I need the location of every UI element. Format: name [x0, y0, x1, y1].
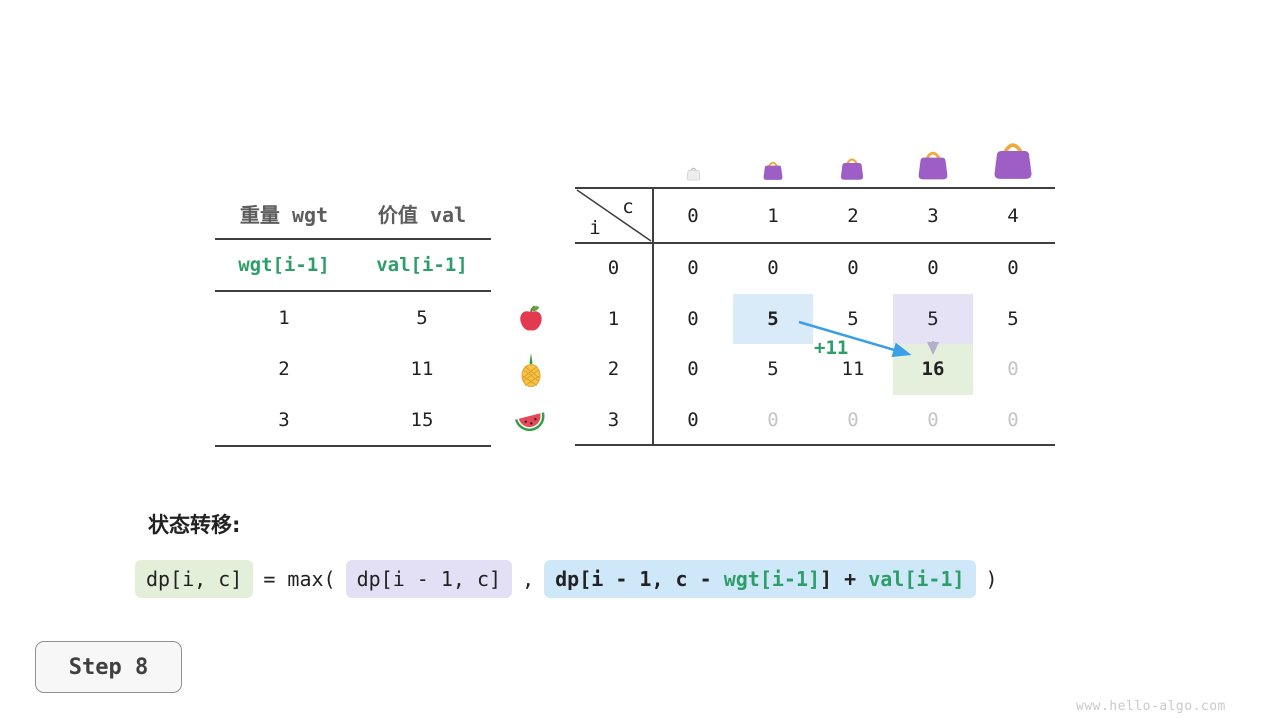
dp-table-bottom-border: [575, 444, 1055, 446]
take-term-wgt: wgt[i-1]: [723, 567, 821, 591]
corner-col-label: c: [622, 196, 634, 218]
comma-text: ,: [522, 567, 535, 591]
dp-row-headers: 0 1 2 3: [575, 243, 652, 445]
bag-capacity-2-icon: [839, 154, 865, 181]
dp-cell-1-1: 5: [733, 293, 813, 344]
dp-column-headers: 0 1 2 3 4: [653, 190, 1053, 242]
dp-cell-2-3: 16: [893, 344, 973, 395]
dp-col-header-0: 0: [687, 205, 699, 227]
bag-capacity-1-icon: [762, 158, 784, 181]
watermark: www.hello-algo.com: [1076, 699, 1226, 714]
dp-cell-0-4: 0: [1007, 257, 1019, 280]
pineapple-icon: [515, 352, 547, 388]
dp-cell-2-2: 11: [841, 358, 865, 381]
item-3-weight: 3: [278, 408, 290, 431]
dp-col-header-4: 4: [1007, 205, 1019, 227]
dp-row-header-0: 0: [607, 257, 620, 280]
item-2-weight: 2: [278, 357, 290, 380]
bag-capacity-3-icon: [916, 146, 950, 181]
take-term-val: val[i-1]: [868, 567, 965, 591]
transition-formula: dp[i, c] = max( dp[i - 1, c] , dp[i - 1,…: [135, 560, 998, 598]
dp-current-term: dp[i, c]: [135, 560, 254, 598]
item-3-value: 15: [410, 408, 434, 431]
dp-cell-1-0: 0: [687, 307, 699, 330]
dp-table-header-border: [575, 242, 1055, 244]
value-column-header: 价值 val: [377, 202, 467, 227]
watermelon-icon: [513, 406, 547, 436]
dp-table-top-border: [575, 187, 1055, 189]
dp-col-header-2: 2: [847, 205, 859, 227]
plus-value-label: +11: [814, 337, 849, 359]
dp-cell-0-2: 0: [847, 257, 859, 280]
state-transition-title: 状态转移:: [148, 513, 241, 537]
dp-table-grid: 0 0 0 0 0 0 5 5 5 5 0 5 11 16 0 0 0 0 0 …: [653, 243, 1053, 445]
item-row: 2 11: [215, 343, 491, 394]
items-table-header-row: 重量 wgt 价值 val: [215, 188, 491, 240]
dp-cell-3-4: 0: [1007, 408, 1019, 431]
bag-capacity-0-icon: [686, 165, 701, 181]
dp-row-header-3: 3: [607, 408, 620, 431]
dp-cell-1-3: 5: [893, 293, 973, 344]
step-indicator: Step 8: [35, 641, 182, 693]
bag-capacity-4-icon: [991, 136, 1035, 181]
item-row: 3 15: [215, 394, 491, 445]
dp-cell-2-0: 0: [687, 358, 699, 381]
take-term-mid: ] +: [820, 567, 869, 591]
dp-col-header-3: 3: [927, 205, 939, 227]
dp-row-header-1: 1: [607, 307, 620, 330]
dp-table-vertical-border: [652, 187, 654, 446]
wgt-formula-label: wgt[i-1]: [238, 254, 330, 276]
val-formula-label: val[i-1]: [376, 254, 468, 276]
dp-cell-0-0: 0: [687, 257, 699, 280]
items-table-formula-row: wgt[i-1] val[i-1]: [215, 240, 491, 292]
dp-cell-3-0: 0: [687, 408, 699, 431]
take-term-prefix: dp[i - 1, c -: [555, 567, 724, 591]
close-paren-text: ): [985, 567, 998, 591]
dp-cell-0-3: 0: [927, 257, 939, 280]
dp-col-header-1: 1: [767, 205, 779, 227]
dp-skip-item-term: dp[i - 1, c]: [345, 560, 513, 598]
dp-row-header-2: 2: [607, 358, 620, 381]
dp-cell-3-3: 0: [927, 408, 939, 431]
item-1-weight: 1: [278, 306, 290, 329]
equals-max-text: = max(: [263, 567, 336, 591]
dp-cell-2-4: 0: [1007, 358, 1019, 381]
dp-take-item-term: dp[i - 1, c - wgt[i-1]] + val[i-1]: [544, 560, 976, 598]
dp-cell-2-1: 5: [767, 358, 779, 381]
dp-cell-1-2: 5: [847, 307, 859, 330]
item-1-value: 5: [416, 306, 428, 329]
dp-cell-3-2: 0: [847, 408, 859, 431]
dp-cell-0-1: 0: [767, 257, 779, 280]
dp-cell-3-1: 0: [767, 408, 779, 431]
weight-column-header: 重量 wgt: [239, 202, 329, 227]
item-2-value: 11: [410, 357, 434, 380]
dp-cell-1-4: 5: [1007, 307, 1019, 330]
corner-row-label: i: [589, 217, 601, 239]
items-table: 重量 wgt 价值 val wgt[i-1] val[i-1] 1 5 2 11…: [215, 188, 491, 447]
apple-icon: [516, 303, 546, 333]
item-row: 1 5: [215, 292, 491, 343]
